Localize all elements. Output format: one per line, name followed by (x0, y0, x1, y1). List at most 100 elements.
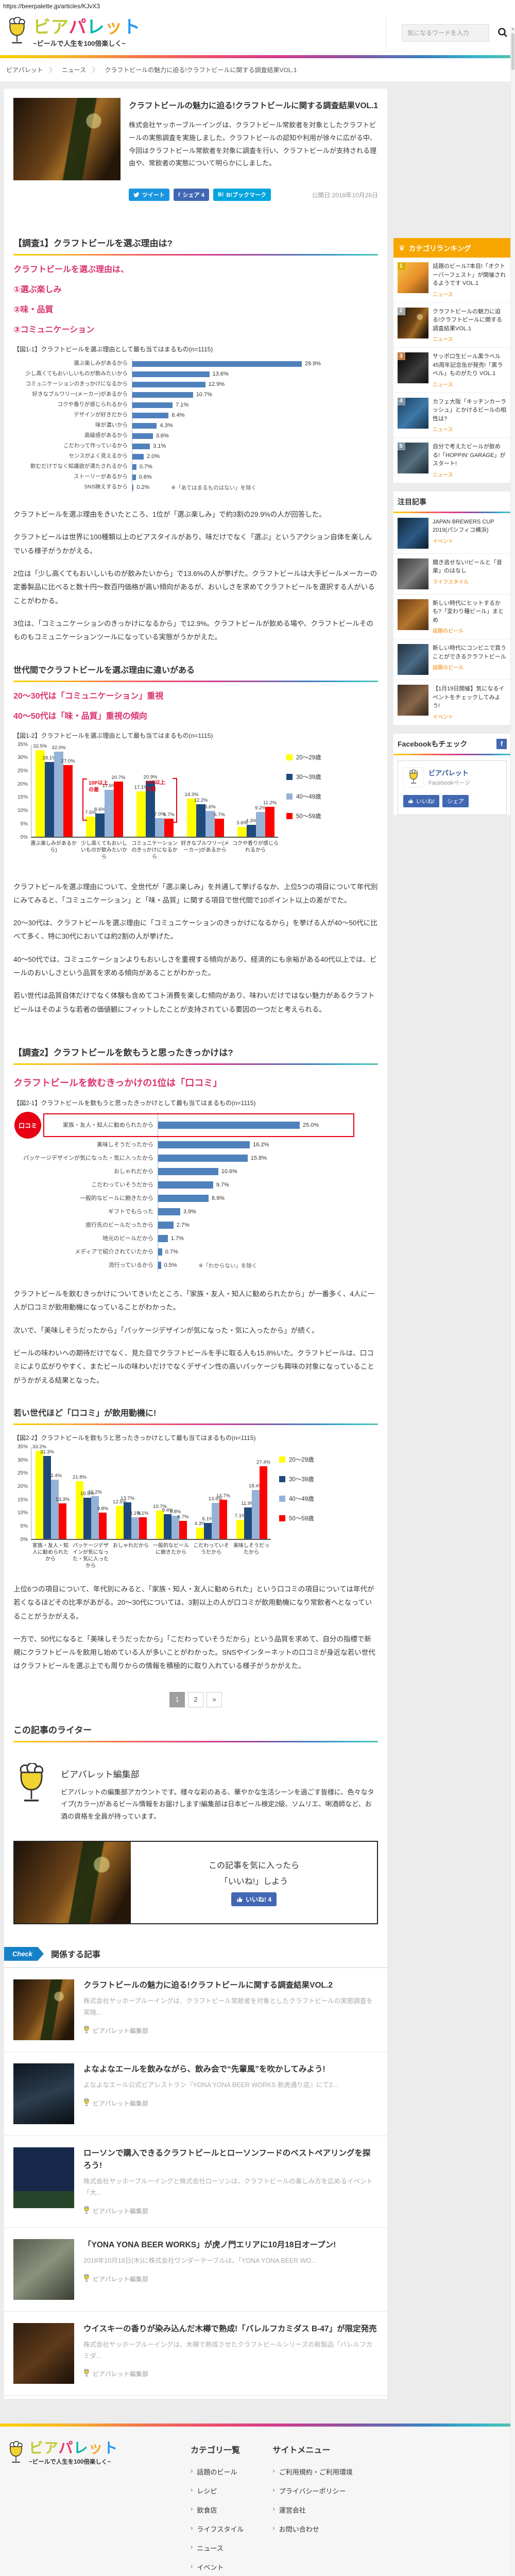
featured-item[interactable]: JAPAN BREWERS CUP 2019(パシフィコ横浜) イベント (393, 513, 511, 554)
chart-value-label: 0.7% (165, 1249, 178, 1255)
ranking-item-title: カフェ大阪「キッチンカーラッシュ」とかけるビールの相性は? (433, 398, 506, 422)
scrollbar-up-arrow[interactable]: ▲ (511, 27, 515, 31)
hatena-bookmark-button[interactable]: B! B!ブックマーク (213, 189, 271, 201)
facebook-page-info: ビアパレット Facebookページ (428, 768, 470, 787)
facebook-like-page-button[interactable]: いいね! (403, 794, 440, 807)
beer-glass-icon (83, 2025, 90, 2036)
chart-bar: 13.3% (56, 1497, 70, 1539)
axis-tick-label: 5% (20, 1523, 28, 1530)
facebook-share-page-button[interactable]: シェア (442, 794, 469, 807)
chart-bar: 4.3% (246, 818, 257, 837)
related-article-item[interactable]: ウイスキーの香りが染み込んだ木樽で熟成!「バレルフカミダス B-47」が限定発売… (4, 2312, 387, 2396)
chart-bar: 15.5% (80, 1491, 94, 1539)
chart-bar: 16.2% (88, 1489, 102, 1539)
breadcrumb-item[interactable]: ビアパレット (6, 66, 43, 74)
featured-item-thumbnail (398, 599, 428, 630)
related-article-item[interactable]: ローソンで購入できるクラフトビールとローソンフードのベストペアリングを探ろう! 株… (4, 2136, 387, 2228)
facebook-card: Facebookもチェック f ビアパレット Facebookページ いいね! (393, 733, 511, 815)
chart-value-label: 12.2% (194, 797, 208, 803)
featured-item[interactable]: 新しい時代にコンビニで買うことができるクラフトビール 話題のビール (393, 639, 511, 680)
chart-bar (132, 484, 134, 490)
featured-item-title: 新しい時代にヒットするかも?「変わり種ビール」まとめ (433, 600, 504, 623)
featured-item[interactable]: 【1月19日開催】気になるイベントをチェックしてみよう! イベント (393, 680, 511, 725)
footer-link[interactable]: › ご利用規約・ご利用環境 (272, 2467, 352, 2477)
rainbow-underline (13, 680, 378, 682)
browser-scrollbar[interactable]: ▲ (510, 27, 515, 2576)
related-article-excerpt: 株式会社ヤッホーブルーイングは、木樽で熟成させたクラフトビールシリーズの新製品「… (83, 2341, 373, 2360)
pagination-page[interactable]: » (207, 1691, 222, 1707)
footer-link[interactable]: › 運営会社 (272, 2505, 352, 2515)
ranking-item-category: ニュース (433, 427, 453, 433)
footer-sitemenu-title: サイトメニュー (272, 2446, 331, 2455)
chevron-right-icon: › (272, 2466, 275, 2475)
footer-link[interactable]: › ニュース (191, 2543, 244, 2553)
pagination: 1 2» (13, 1691, 378, 1707)
footer-link[interactable]: › 話題のビール (191, 2467, 244, 2477)
writer-section: この記事のライター ビアパレット編集部 ビアパレットの編集部アカウントです。様々… (4, 1723, 387, 1825)
chart-bar-group: 33.2% 31.3% 22.4% 13.3% (32, 1444, 70, 1539)
footer-link[interactable]: › お問い合わせ (272, 2524, 352, 2534)
chart-row: ギフトでもらった 3.9% (13, 1205, 378, 1218)
facebook-share-button[interactable]: f シェア 4 (174, 189, 209, 201)
chevron-right-icon: › (272, 2504, 275, 2513)
chart-bar: 14.7% (216, 1493, 230, 1539)
chart-bar-group: 21.8% 15.5% 16.2% 9.8% (73, 1475, 108, 1539)
footer-logo[interactable]: ビアパレット ~ビールで人生を100倍楽しく~ (7, 2441, 162, 2576)
footer-link[interactable]: › レシピ (191, 2486, 244, 2496)
browser-url-bar[interactable]: https://beerpalette.jp/articles/KJvX3 (0, 0, 515, 11)
related-article-author: ビアパレット編集部 (83, 2206, 378, 2216)
footer-logo-text: ビアパレット (29, 2441, 118, 2455)
featured-item-category: イベント (433, 538, 453, 545)
scrollbar-thumb[interactable] (511, 33, 514, 70)
related-article-item[interactable]: クラフトビールの魅力に迫る!クラフトビールに関する調査結果VOL.2 株式会社ヤッ… (4, 1968, 387, 2052)
facebook-icon: f (496, 738, 507, 749)
ranking-card: ♛ カテゴリランキング 1 話題のビール7本目!「オクトーバーフェスト」が開催され… (393, 238, 511, 483)
chart-category-label: コミュニケーションのきっかけになるから (131, 840, 178, 860)
legend-swatch (286, 773, 293, 780)
pagination-page[interactable]: 1 (169, 1691, 185, 1707)
footer-link[interactable]: › ライフスタイル (191, 2524, 244, 2534)
chart-bar-group: 4.3% 6.1% 13.6% 14.7% (195, 1493, 230, 1539)
ranking-item-thumbnail: 2 (398, 307, 428, 338)
chart-row: ストーリーがあるから 0.6% (13, 472, 378, 482)
legend-swatch (279, 1515, 285, 1521)
breadcrumb-item[interactable]: ニュース (61, 66, 87, 74)
chart-value-label: 4.3% (160, 422, 173, 429)
chart-value-label: 0.6% (139, 474, 152, 480)
related-article-item[interactable]: 「YONA YONA BEER WORKS」が虎ノ門エリアに10月18日オープン… (4, 2228, 387, 2312)
chart-category-label: パッケージデザインが気になった・気に入ったから (73, 1543, 109, 1569)
chart-title: 【図1-2】クラフトビールを選ぶ理由として最も当てはまるもの(n=1115) (13, 732, 213, 739)
search-input[interactable] (402, 24, 489, 42)
footer-link[interactable]: › イベント (191, 2562, 244, 2572)
like-box-line1: この記事を気に入ったら (208, 1861, 299, 1871)
ranking-item[interactable]: 3 サッポロ生ビール黒ラベル45周年記念缶が発売!「黒ラベル」ものがたり VOL.… (393, 348, 511, 393)
beer-glass-icon (409, 769, 418, 784)
footer-link[interactable]: › プライバシーポリシー (272, 2486, 352, 2496)
facebook-like-button[interactable]: いいね! 4 (231, 1892, 277, 1907)
featured-item[interactable]: 新しい時代にヒットするかも?「変わり種ビール」まとめ 話題のビール (393, 595, 511, 639)
chart-bar-group: 32.5% 28.1% 32.0% 27.0% (33, 743, 75, 837)
ranking-item[interactable]: 4 カフェ大阪「キッチンカーラッシュ」とかけるビールの相性は? ニュース (393, 393, 511, 438)
ranking-item[interactable]: 1 話題のビール7本目!「オクトーバーフェスト」が開催されるようです VOL.1 ニ… (393, 258, 511, 303)
related-article-item[interactable]: よなよなエールを飲みながら、飲み会で“先輩風”を吹かしてみよう! よなよなエール公… (4, 2052, 387, 2136)
chart-category-label: ストーリーがあるから (74, 473, 128, 480)
related-article-author: ビアパレット編集部 (83, 2025, 378, 2036)
facebook-page-name[interactable]: ビアパレット (428, 769, 469, 777)
chart-row: 一般的なビールに飽きたから 8.9% (13, 1192, 378, 1205)
chart-value-label: 8.8% (169, 1509, 181, 1515)
site-logo[interactable]: ビアパレット ~ビールで人生を100倍楽しく~ (6, 16, 141, 49)
legend-swatch (286, 754, 293, 760)
featured-item[interactable]: 聞き逃せない!ビールと「音楽」のはなし ライフスタイル (393, 554, 511, 595)
chart-bar: 21.8% (73, 1475, 87, 1539)
featured-header: 注目記事 (398, 497, 426, 506)
chart-value-label: 8.9% (211, 1195, 225, 1201)
pagination-page[interactable]: 2 (188, 1691, 203, 1707)
chart-bar (132, 453, 144, 460)
footer-link[interactable]: › 飲食店 (191, 2505, 244, 2515)
ranking-item[interactable]: 5 自分で考えたビールが飲める!「HOPPIN' GARAGE」がスタート! ニュー… (393, 438, 511, 483)
ranking-item[interactable]: 2 クラフトビールの魅力に迫る!クラフトビールに関する調査結果VOL.1 ニュース (393, 303, 511, 348)
red-emphasis-line: ③コミュニケーション (13, 326, 95, 334)
chart-row: 味が濃いから 4.3% (13, 420, 378, 431)
tweet-button[interactable]: ツイート (129, 189, 169, 201)
search-button[interactable] (496, 26, 509, 40)
